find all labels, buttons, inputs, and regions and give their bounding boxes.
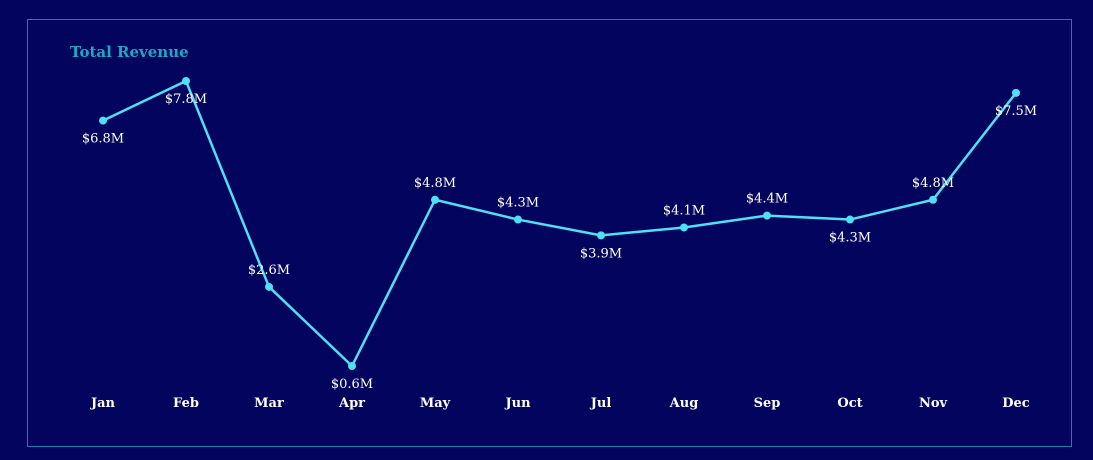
x-tick-label-aug: Aug [669, 396, 699, 411]
x-tick-label-nov: Nov [919, 396, 948, 411]
x-tick-label-jun: Jun [504, 396, 531, 411]
data-label-mar: $2.6M [248, 263, 290, 278]
data-label-may: $4.8M [414, 176, 456, 191]
x-tick-label-oct: Oct [837, 396, 862, 411]
x-tick-label-apr: Apr [338, 396, 365, 411]
data-point-mar[interactable] [265, 282, 273, 291]
data-point-apr[interactable] [348, 362, 356, 370]
x-tick-label-sep: Sep [754, 396, 781, 411]
x-tick-label-jul: Jul [590, 396, 612, 411]
data-label-aug: $4.1M [663, 203, 705, 218]
data-label-feb: $7.8M [165, 92, 207, 107]
data-point-oct[interactable] [846, 215, 854, 224]
data-point-jan[interactable] [99, 116, 107, 125]
x-tick-label-jan: Jan [90, 396, 116, 411]
data-label-nov: $4.8M [912, 176, 954, 191]
chart-title: Total Revenue [70, 43, 189, 61]
x-tick-label-dec: Dec [1002, 396, 1030, 411]
data-label-oct: $4.3M [829, 231, 871, 246]
data-label-jul: $3.9M [580, 246, 622, 261]
x-tick-label-may: May [420, 396, 451, 411]
series-line [102, 79, 1017, 368]
data-point-may[interactable] [431, 195, 439, 204]
data-point-aug[interactable] [680, 223, 688, 232]
x-tick-label-feb: Feb [173, 396, 199, 411]
data-label-apr: $0.6M [331, 377, 373, 392]
data-point-dec[interactable] [1012, 88, 1020, 97]
chart-panel [27, 19, 1072, 447]
data-point-sep[interactable] [763, 211, 771, 220]
x-tick-label-mar: Mar [254, 396, 284, 411]
data-point-nov[interactable] [929, 195, 937, 204]
data-point-feb[interactable] [182, 77, 190, 85]
data-point-jun[interactable] [514, 215, 522, 224]
data-label-jan: $6.8M [82, 132, 124, 147]
data-label-sep: $4.4M [746, 192, 788, 207]
data-label-jun: $4.3M [497, 196, 539, 211]
data-label-dec: $7.5M [995, 104, 1037, 119]
data-point-jul[interactable] [597, 231, 605, 240]
